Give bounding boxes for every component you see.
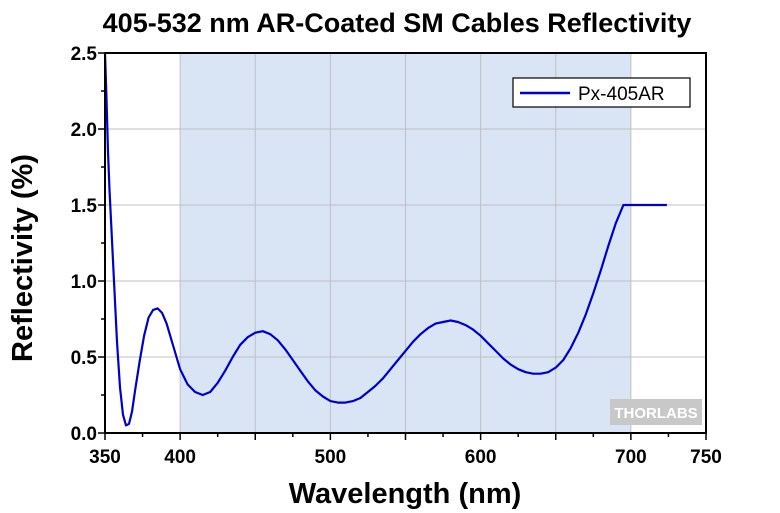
chart-title: 405-532 nm AR-Coated SM Cables Reflectiv…	[103, 8, 692, 38]
series-layer	[103, 52, 667, 427]
y-tick-label: 1.5	[71, 196, 98, 217]
y-tick-label: 0.5	[71, 348, 98, 369]
y-tick-label: 2.0	[71, 120, 97, 141]
x-tick-label: 500	[315, 447, 347, 468]
y-tick-label: 2.5	[71, 44, 98, 65]
watermark: THORLABS	[610, 399, 702, 425]
y-tick-label: 0.0	[71, 424, 97, 445]
grid-lines	[105, 53, 706, 433]
legend-entry-px-405ar: Px-405AR	[578, 84, 665, 105]
legend: Px-405AR	[512, 77, 691, 108]
y-tick-label: 1.0	[71, 272, 97, 293]
x-tick-label: 600	[465, 447, 497, 468]
watermark-text: THORLABS	[614, 405, 697, 422]
x-tick-label: 350	[89, 447, 121, 468]
x-tick-label: 400	[164, 447, 196, 468]
y-axis-label: Reflectivity (%)	[7, 154, 39, 362]
series-line-px-405ar	[103, 52, 667, 427]
x-tick-label: 750	[690, 447, 722, 468]
ticks-layer: 350 400 500 600 700 750 0.0 0.5 1.0 1.5 2.0 2.5	[71, 44, 722, 468]
x-tick-label: 700	[615, 447, 647, 468]
watermark-box	[610, 399, 702, 425]
x-axis-label: Wavelength (nm)	[289, 478, 522, 510]
